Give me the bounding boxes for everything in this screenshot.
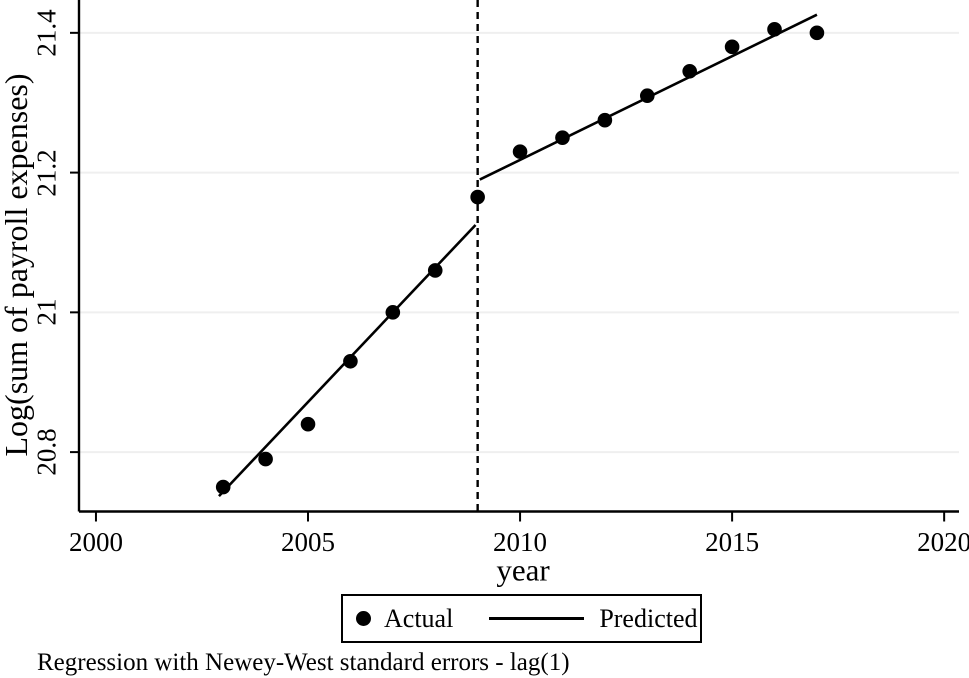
data-point bbox=[809, 25, 825, 41]
actual-dot-icon bbox=[356, 611, 371, 626]
x-tick-label: 2000 bbox=[68, 527, 123, 557]
legend-box: Actual Predicted bbox=[341, 594, 702, 643]
data-point bbox=[512, 144, 528, 159]
y-axis-title: Log(sum of payroll expenses) bbox=[0, 73, 34, 457]
legend-label-actual: Actual bbox=[384, 603, 454, 633]
x-tick-label: 2020 bbox=[917, 527, 969, 557]
data-point bbox=[682, 63, 697, 79]
data-point bbox=[343, 353, 358, 369]
data-point bbox=[767, 22, 782, 37]
data-point bbox=[215, 479, 231, 495]
x-tick-label: 2010 bbox=[493, 527, 548, 557]
x-tick-label: 2005 bbox=[281, 527, 335, 557]
y-tick-label: 21 bbox=[31, 298, 62, 326]
y-tick-label: 21.2 bbox=[31, 148, 62, 197]
y-tick-label: 20.8 bbox=[31, 428, 62, 476]
data-point bbox=[470, 189, 485, 205]
data-point bbox=[258, 451, 273, 467]
data-point bbox=[427, 263, 443, 278]
data-point bbox=[300, 416, 316, 432]
x-tick-label: 2015 bbox=[705, 527, 760, 557]
data-point bbox=[597, 112, 613, 128]
x-axis-title: year bbox=[496, 552, 550, 588]
plot-caption: Regression with Newey-West standard erro… bbox=[37, 649, 570, 676]
legend-label-predicted: Predicted bbox=[599, 603, 698, 633]
data-point bbox=[724, 39, 740, 55]
data-point bbox=[555, 130, 570, 145]
predicted-line-icon bbox=[489, 617, 585, 620]
data-point bbox=[639, 88, 655, 104]
y-tick-label: 21.4 bbox=[31, 9, 62, 57]
data-point bbox=[385, 305, 401, 320]
